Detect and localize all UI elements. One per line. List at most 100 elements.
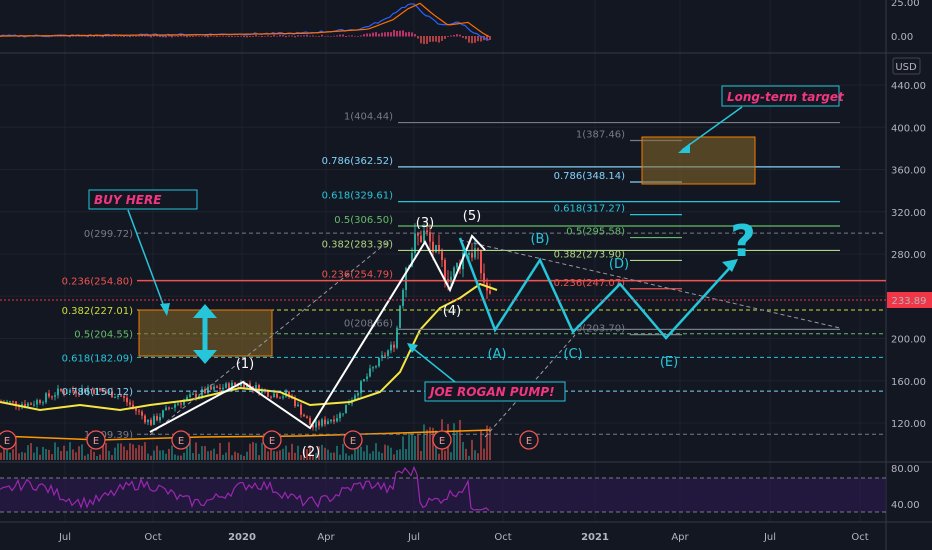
time-tick-label-0: Jul bbox=[58, 532, 71, 543]
candle-body-48 bbox=[144, 415, 146, 423]
target-zone-box bbox=[641, 136, 756, 185]
macd-hist-273 bbox=[273, 34, 275, 37]
macd-hist-261 bbox=[261, 36, 263, 38]
candle-body-160 bbox=[480, 250, 482, 274]
volume-bar-116 bbox=[348, 455, 350, 460]
macd-hist-327 bbox=[327, 35, 329, 37]
macd-hist-429 bbox=[429, 36, 431, 42]
macd-hist-174 bbox=[174, 36, 176, 37]
volume-bar-25 bbox=[75, 452, 77, 460]
macd-hist-129 bbox=[129, 36, 131, 38]
candle-body-147 bbox=[441, 251, 443, 261]
volume-bar-163 bbox=[489, 426, 491, 460]
double-arrow bbox=[193, 304, 217, 364]
volume-bar-33 bbox=[99, 454, 101, 460]
macd-hist-480 bbox=[480, 36, 482, 42]
candle-body-10 bbox=[30, 403, 32, 405]
long-term-box bbox=[721, 85, 840, 107]
volume-bar-3 bbox=[9, 452, 11, 460]
candle-body-138 bbox=[414, 233, 416, 253]
candle-body-96 bbox=[288, 391, 290, 396]
macd-hist-180 bbox=[180, 35, 182, 37]
candle-body-36 bbox=[108, 391, 110, 393]
candle-body-16 bbox=[48, 393, 50, 397]
macd-hist-222 bbox=[222, 35, 224, 37]
macd-hist-375 bbox=[375, 32, 377, 37]
fib-main-label-4: 0.382(283.39) bbox=[322, 239, 394, 250]
current-price-value: 233.89 bbox=[892, 296, 927, 307]
candle-body-70 bbox=[210, 386, 212, 390]
volume-bar-151 bbox=[453, 423, 455, 460]
volume-bar-23 bbox=[69, 442, 71, 460]
macd-hist-360 bbox=[360, 35, 362, 37]
earnings-marker-0 bbox=[0, 430, 17, 450]
volume-bar-24 bbox=[72, 449, 74, 460]
volume-bar-16 bbox=[48, 449, 50, 460]
volume-bar-148 bbox=[444, 450, 446, 460]
candle-body-83 bbox=[249, 383, 251, 387]
volume-bar-128 bbox=[384, 444, 386, 460]
volume-bar-74 bbox=[222, 454, 224, 460]
macd-hist-420 bbox=[420, 36, 422, 44]
wave-label-impulse-3: (4) bbox=[443, 304, 461, 319]
volume-bar-134 bbox=[402, 436, 404, 460]
volume-bar-105 bbox=[315, 452, 317, 460]
volume-bar-62 bbox=[186, 447, 188, 460]
volume-bar-75 bbox=[225, 452, 227, 460]
volume-bar-154 bbox=[462, 441, 464, 460]
macd-hist-204 bbox=[204, 36, 206, 37]
candle-body-107 bbox=[321, 419, 323, 426]
wave-labels: (1) (2) (3) (4) (5) (A) (B) (C) (D) (E) bbox=[236, 209, 678, 460]
macd-hist-114 bbox=[114, 35, 116, 37]
candle-body-40 bbox=[120, 395, 122, 397]
macd-hist-354 bbox=[354, 35, 356, 37]
candle-body-28 bbox=[84, 388, 86, 393]
candle-body-144 bbox=[432, 241, 434, 253]
rsi-line bbox=[0, 465, 490, 511]
macd-hist-201 bbox=[201, 35, 203, 37]
fib-main-label-1: 0.786(362.52) bbox=[322, 156, 394, 167]
currency-label: USD bbox=[895, 62, 917, 73]
candle-body-123 bbox=[369, 368, 371, 377]
volume-bar-26 bbox=[78, 446, 80, 460]
volume-bar-48 bbox=[144, 442, 146, 460]
volume-bar-117 bbox=[351, 454, 353, 460]
volume-bar-96 bbox=[288, 452, 290, 460]
candle-body-43 bbox=[129, 402, 131, 405]
dashed-trend-2 bbox=[459, 239, 841, 329]
candle-body-67 bbox=[201, 389, 203, 396]
macd-hist-282 bbox=[282, 35, 284, 37]
volume-bar-135 bbox=[405, 448, 407, 460]
candle-body-156 bbox=[468, 252, 470, 255]
macd-hist-171 bbox=[171, 36, 173, 38]
volume-bar-31 bbox=[93, 451, 95, 460]
volume-bar-35 bbox=[105, 442, 107, 460]
macd-hist-132 bbox=[132, 35, 134, 37]
macd-hist-234 bbox=[234, 36, 236, 37]
candle-body-53 bbox=[159, 417, 161, 421]
volume-bar-141 bbox=[423, 424, 425, 460]
candle-body-3 bbox=[9, 401, 11, 403]
currency-tag[interactable] bbox=[892, 57, 921, 75]
macd-hist-285 bbox=[285, 36, 287, 38]
volume-bar-143 bbox=[429, 427, 431, 460]
candle-body-49 bbox=[147, 419, 149, 423]
volume-bar-121 bbox=[363, 451, 365, 460]
macd-hist-288 bbox=[288, 35, 290, 37]
candle-body-12 bbox=[36, 400, 38, 405]
time-tick-label-5: Oct bbox=[494, 532, 511, 543]
candle-body-56 bbox=[168, 407, 170, 409]
macd-hist-111 bbox=[111, 36, 113, 37]
volume-bar-60 bbox=[180, 455, 182, 460]
volume-bar-17 bbox=[51, 454, 53, 460]
candle-body-100 bbox=[300, 404, 302, 415]
impulse-wave bbox=[149, 234, 486, 433]
macd-hist-150 bbox=[150, 36, 152, 38]
candle-body-131 bbox=[393, 344, 395, 348]
earnings-marker-label-0: E bbox=[4, 436, 10, 447]
candle-body-142 bbox=[426, 230, 428, 233]
candle-body-14 bbox=[42, 402, 44, 404]
candle-body-73 bbox=[219, 387, 221, 390]
